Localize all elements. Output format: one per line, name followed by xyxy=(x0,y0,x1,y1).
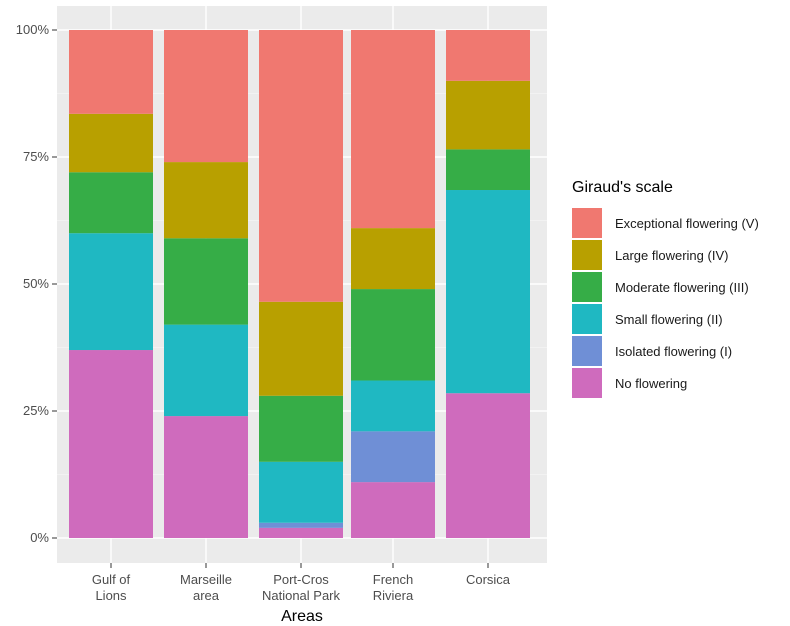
y-tick-label: 100% xyxy=(16,22,50,37)
y-axis: 0% 25% 50% 75% 100% xyxy=(16,22,57,545)
y-tick-label: 25% xyxy=(23,403,49,418)
bar-segment xyxy=(446,190,530,394)
bar-segment xyxy=(69,30,153,114)
legend-label: Small flowering (II) xyxy=(615,312,723,327)
x-tick-label: Port-Cros xyxy=(273,572,329,587)
legend-swatch xyxy=(572,272,602,302)
legend-swatch xyxy=(572,240,602,270)
y-tick-label: 50% xyxy=(23,276,49,291)
bar-segment xyxy=(351,30,435,229)
legend-swatch xyxy=(572,208,602,238)
legend-label: Exceptional flowering (V) xyxy=(615,216,759,231)
legend-label: Isolated flowering (I) xyxy=(615,344,732,359)
bar-segment xyxy=(164,162,248,239)
legend-title: Giraud's scale xyxy=(572,179,673,196)
legend-swatch xyxy=(572,336,602,366)
bar-segment xyxy=(259,395,343,462)
legend: Giraud's scale Exceptional flowering (V)… xyxy=(572,179,759,398)
bar-segment xyxy=(164,324,248,417)
bar-segment xyxy=(69,233,153,351)
bar-segment xyxy=(446,393,530,538)
legend-swatch xyxy=(572,304,602,334)
bar-segment xyxy=(164,30,248,163)
x-tick-label: area xyxy=(193,588,220,603)
bar-segment xyxy=(164,238,248,325)
x-axis-title: Areas xyxy=(281,608,323,625)
bar-segment xyxy=(259,461,343,523)
bar-segment xyxy=(351,380,435,432)
y-tick-label: 0% xyxy=(30,530,49,545)
bar-segment xyxy=(69,172,153,234)
legend-label: Large flowering (IV) xyxy=(615,248,728,263)
x-tick-label: Riviera xyxy=(373,588,414,603)
x-tick-label: Corsica xyxy=(466,572,511,587)
bar-segment xyxy=(446,80,530,150)
y-tick-label: 75% xyxy=(23,149,49,164)
bar-segment xyxy=(351,228,435,290)
bar-segment xyxy=(69,350,153,538)
x-tick-label: National Park xyxy=(262,588,341,603)
legend-label: Moderate flowering (III) xyxy=(615,280,749,295)
bar-segment xyxy=(164,416,248,538)
legend-swatch xyxy=(572,368,602,398)
bar-segment xyxy=(351,431,435,483)
x-tick-label: Lions xyxy=(95,588,127,603)
legend-label: No flowering xyxy=(615,376,687,391)
bar-segment xyxy=(446,149,530,191)
bar-segment xyxy=(351,482,435,538)
bar-segment xyxy=(259,30,343,302)
bars xyxy=(69,30,530,538)
bar-segment xyxy=(351,289,435,381)
x-tick-label: Gulf of xyxy=(92,572,131,587)
bar-segment xyxy=(259,301,343,396)
bar-segment xyxy=(259,527,343,538)
bar-segment xyxy=(259,522,343,528)
bar-segment xyxy=(446,30,530,81)
x-tick-label: French xyxy=(373,572,413,587)
x-tick-label: Marseille xyxy=(180,572,232,587)
bar-segment xyxy=(69,113,153,173)
